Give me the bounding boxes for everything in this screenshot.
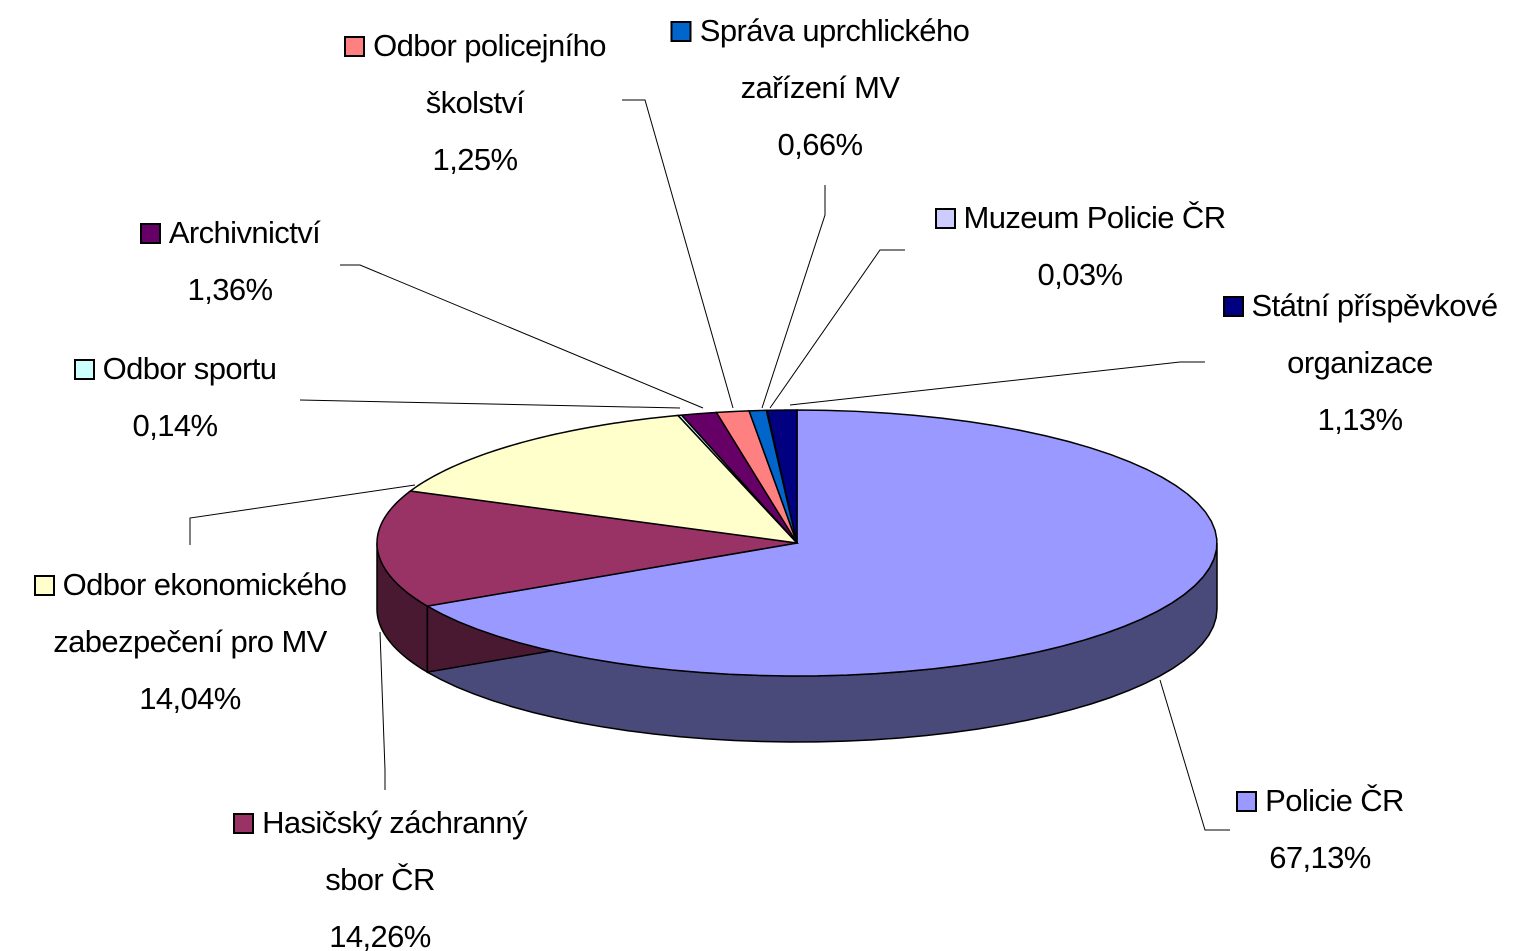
legend-key xyxy=(139,223,161,244)
category-name: Muzeum Policie ČR xyxy=(963,200,1227,235)
value-label: 14,04% xyxy=(139,681,241,716)
value-label: 14,26% xyxy=(329,919,431,951)
category-name: Státní příspěvkové organizace xyxy=(1251,288,1499,380)
category-name: Hasičský záchranný sbor ČR xyxy=(262,805,527,897)
slice xyxy=(748,409,798,544)
category-name: Policie ČR xyxy=(1265,783,1404,818)
value-label: 67,13% xyxy=(1269,840,1371,875)
category-name: Archivnictví xyxy=(168,215,321,250)
data-label: Hasičský záchranný sbor ČR 14,26% xyxy=(205,794,555,951)
value-label: 0,03% xyxy=(1037,257,1124,292)
value-label: 0,66% xyxy=(777,127,864,162)
slice xyxy=(425,409,1218,677)
leader-line xyxy=(622,99,734,409)
leader-line xyxy=(1159,679,1230,831)
category-name: Odbor ekonomického zabezpečení pro MV xyxy=(53,567,347,659)
leader-line xyxy=(761,185,826,409)
legend-key xyxy=(73,359,95,380)
data-label: Odbor sportu 0,14% xyxy=(40,340,310,454)
value-label: 1,25% xyxy=(432,142,519,177)
value-label: 1,36% xyxy=(187,272,274,307)
slice xyxy=(408,414,799,545)
legend-key xyxy=(934,208,956,229)
leader-line xyxy=(789,361,1205,406)
slice xyxy=(376,490,798,607)
leader-line xyxy=(379,631,386,790)
leader-line xyxy=(299,399,681,409)
legend-key xyxy=(1222,296,1244,317)
legend-key xyxy=(344,36,366,57)
data-label: Archivnictví 1,36% xyxy=(100,204,360,318)
leader-line xyxy=(340,264,704,409)
category-name: Odbor policejního školství xyxy=(373,28,606,120)
legend-key xyxy=(233,813,255,834)
legend-key xyxy=(670,21,692,42)
data-label: Odbor ekonomického zabezpečení pro MV 14,… xyxy=(10,556,370,727)
category-name: Odbor sportu xyxy=(102,351,277,386)
value-label: 1,13% xyxy=(1317,402,1404,437)
value-label: 0,14% xyxy=(132,408,219,443)
data-label: Odbor policejního školství 1,25% xyxy=(325,17,625,188)
slice xyxy=(766,409,798,544)
category-name: Správa uprchlického zařízení MV xyxy=(699,13,970,105)
legend-key xyxy=(33,575,55,596)
leader-line xyxy=(189,484,416,545)
legend-key xyxy=(1236,791,1258,812)
data-label: Státní příspěvkové organizace 1,13% xyxy=(1195,277,1519,448)
slice xyxy=(715,410,798,544)
data-label: Muzeum Policie ČR 0,03% xyxy=(910,189,1250,303)
data-label: Správa uprchlického zařízení MV 0,66% xyxy=(648,2,993,173)
data-label: Policie ČR 67,13% xyxy=(1170,772,1470,886)
slice xyxy=(680,411,798,544)
leader-line xyxy=(769,249,905,409)
